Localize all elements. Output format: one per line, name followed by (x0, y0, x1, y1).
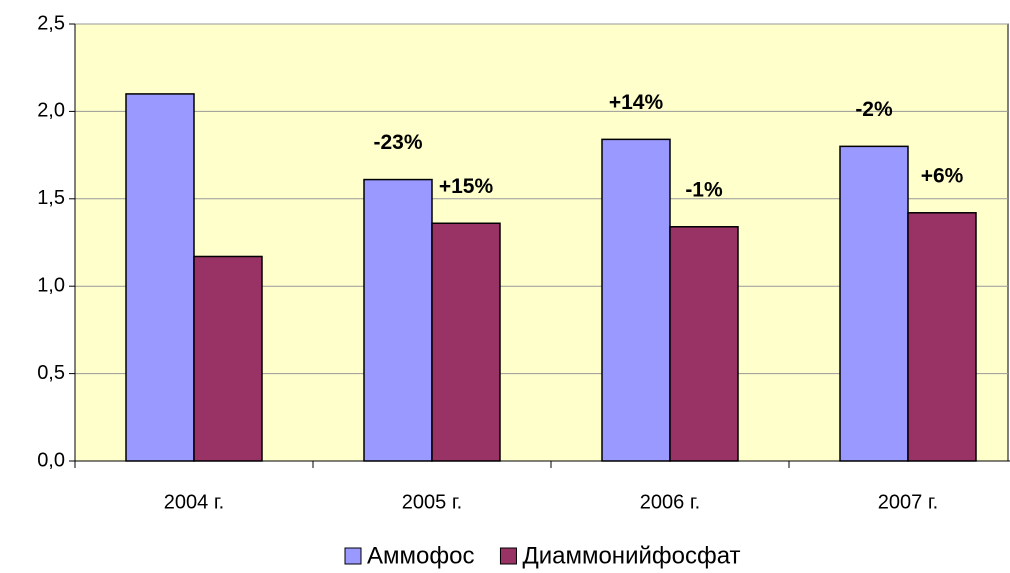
bar (125, 93, 195, 462)
y-tick-label: 2,0 (37, 100, 65, 122)
annotation: +6% (921, 164, 964, 187)
bar (193, 255, 263, 462)
annotation: +14% (609, 91, 664, 114)
x-tick-label: 2004 г. (164, 491, 224, 513)
bar (669, 226, 739, 462)
legend-swatch (344, 547, 362, 565)
annotation: +15% (439, 175, 494, 198)
bar (431, 222, 501, 462)
x-tick-label: 2006 г. (640, 491, 700, 513)
annotation: -23% (373, 131, 422, 154)
bar (363, 178, 433, 462)
bar (907, 212, 977, 462)
bar (839, 145, 909, 462)
bar (601, 138, 671, 462)
y-tick-label: 1,5 (37, 187, 65, 209)
x-tick-label: 2005 г. (402, 491, 462, 513)
annotation: -2% (855, 98, 893, 121)
legend-label: Диаммонийфосфат (522, 542, 740, 569)
y-tick-label: 0,0 (37, 449, 65, 471)
x-tick-label: 2007 г. (878, 491, 938, 513)
legend-label: Аммофос (367, 542, 474, 569)
annotation: -1% (685, 178, 723, 201)
legend-swatch (499, 547, 517, 565)
y-tick-label: 1,0 (37, 274, 65, 296)
y-tick-label: 2,5 (37, 12, 65, 34)
y-tick-label: 0,5 (37, 362, 65, 384)
